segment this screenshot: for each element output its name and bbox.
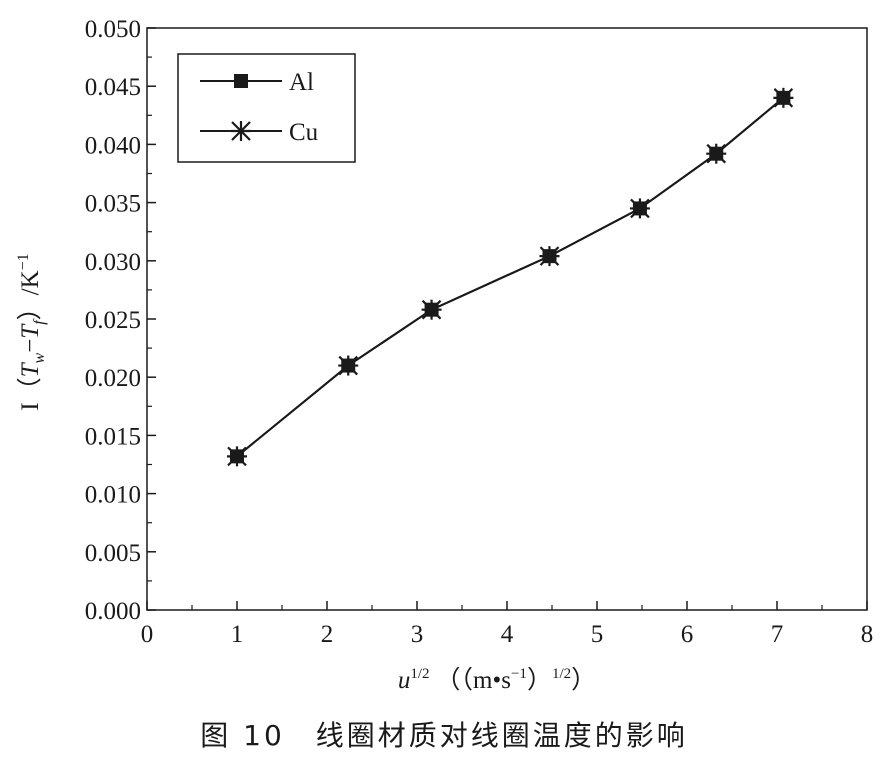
x-tick-label-1: 1 <box>231 621 244 648</box>
x-tick-label-4: 4 <box>501 621 514 648</box>
line-chart: 0 1 2 3 4 5 6 7 8 0.000 0.005 0.010 0.015 0.020 0.025… <box>15 16 874 694</box>
x-axis-title-unit-sup: −1 <box>511 666 527 682</box>
y-tick-label-0-015: 0.015 <box>85 423 141 450</box>
legend: Al Cu <box>177 53 356 163</box>
y-axis-ticks: 0.000 0.005 0.010 0.015 0.020 0.025 0.030 0.035… <box>85 16 156 625</box>
data-point-cu-5 <box>706 143 727 164</box>
y-axis-title: I（Tw−Tf）/K−1 <box>15 253 48 410</box>
x-axis-title-unit-close: ） <box>571 666 596 694</box>
y-axis-title-prefix: I（ <box>16 377 44 410</box>
x-axis-title-unit-sup2: 1/2 <box>552 666 571 682</box>
y-tick-label-0-025: 0.025 <box>85 307 141 334</box>
y-tick-label-0-030: 0.030 <box>85 249 141 276</box>
y-tick-label-0-045: 0.045 <box>85 74 141 101</box>
y-axis-title-sub2: f <box>31 318 48 325</box>
x-tick-label-8: 8 <box>861 621 874 648</box>
x-tick-label-6: 6 <box>681 621 694 648</box>
y-tick-label-0-020: 0.020 <box>85 365 141 392</box>
legend-item-cu: Cu <box>200 119 319 146</box>
y-tick-label-0-010: 0.010 <box>85 482 141 509</box>
x-tick-label-5: 5 <box>591 621 604 648</box>
legend-item-al: Al <box>200 69 314 96</box>
x-axis-title-unit-open: （（m•s <box>436 666 511 694</box>
legend-label-al: Al <box>289 69 314 96</box>
y-tick-label-0-000: 0.000 <box>85 598 141 625</box>
data-point-cu-4 <box>629 198 650 219</box>
legend-box <box>177 53 356 163</box>
y-tick-label-0-040: 0.040 <box>85 132 141 159</box>
y-axis-title-suffix: ）/K <box>16 270 44 320</box>
y-axis-title-t1: T <box>17 361 44 377</box>
legend-marker-al <box>234 74 248 88</box>
y-axis-title-sub1: w <box>31 352 48 363</box>
figure-caption: 图 10 线圈材质对线圈温度的影响 <box>200 719 688 752</box>
x-tick-label-2: 2 <box>321 621 334 648</box>
y-axis-title-t2: T <box>17 323 44 339</box>
x-tick-label-3: 3 <box>411 621 424 648</box>
x-axis-title-main-sup: 1/2 <box>410 666 429 682</box>
data-point-cu-2 <box>421 299 442 320</box>
series-layer <box>227 87 794 467</box>
y-tick-label-0-035: 0.035 <box>85 191 141 218</box>
y-tick-label-0-050: 0.050 <box>85 16 141 43</box>
x-axis-title-unit-mid: ） <box>527 666 552 694</box>
x-tick-label-0: 0 <box>141 621 154 648</box>
y-axis-title-sup: −1 <box>15 253 32 270</box>
data-point-cu-3 <box>539 246 560 267</box>
x-axis-title-main: u <box>398 667 411 694</box>
data-point-cu-6 <box>773 87 794 108</box>
x-axis-ticks: 0 1 2 3 4 5 6 7 8 <box>141 601 874 648</box>
y-tick-label-0-005: 0.005 <box>85 540 141 567</box>
y-axis-title-minus: − <box>17 339 44 353</box>
data-point-cu-1 <box>338 355 359 376</box>
x-axis-title: u1/2 （（m•s−1）1/2） <box>398 666 596 694</box>
x-tick-label-7: 7 <box>771 621 784 648</box>
data-point-cu-0 <box>227 446 247 467</box>
legend-label-cu: Cu <box>289 119 319 146</box>
legend-marker-cu <box>231 121 251 141</box>
